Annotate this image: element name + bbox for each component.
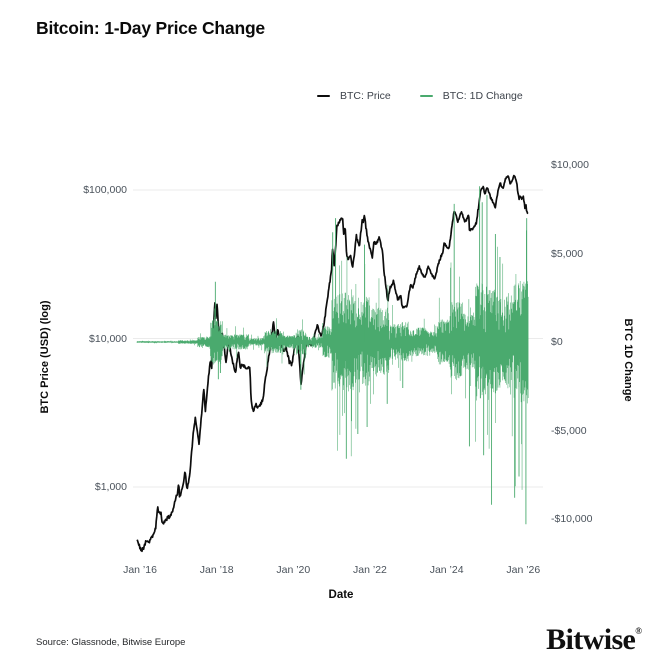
right-axis-tick-label: -$5,000 — [551, 424, 587, 437]
bitwise-logo: Bitwise® — [546, 623, 642, 656]
legend-price-label: BTC: Price — [340, 90, 391, 102]
right-axis-tick-label: $10,000 — [551, 159, 589, 171]
x-axis-title: Date — [328, 589, 354, 601]
btc-1d-change-bars — [136, 230, 529, 490]
change-bar-swatch-icon — [419, 94, 433, 98]
x-axis-tick-label: Jan ’16 — [123, 564, 157, 576]
btc-1d-change-extreme-bars — [214, 186, 528, 525]
x-axis-tick-label: Jan ’20 — [276, 564, 311, 576]
x-axis-tick-label: Jan ’24 — [429, 564, 464, 576]
right-axis-tick-label: $0 — [551, 336, 563, 348]
price-line-swatch-icon — [317, 94, 330, 98]
left-axis-tick-label: $1,000 — [94, 481, 127, 493]
legend-change-label: BTC: 1D Change — [442, 90, 523, 102]
chart-title: Bitcoin: 1-Day Price Change — [36, 18, 265, 38]
x-axis-tick-label: Jan ’26 — [506, 564, 541, 576]
legend-item-price: BTC: Price — [317, 90, 391, 102]
registered-mark: ® — [635, 626, 642, 636]
left-axis-tick-label: $10,000 — [89, 332, 127, 345]
right-axis-tick-label: -$10,000 — [551, 513, 593, 525]
left-axis-tick-label: $100,000 — [83, 184, 127, 196]
x-axis-tick-label: Jan ’22 — [353, 564, 387, 576]
source-note: Source: Glassnode, Bitwise Europe — [36, 637, 186, 648]
right-axis-tick-label: $5,000 — [551, 247, 584, 260]
legend-item-change: BTC: 1D Change — [419, 90, 523, 102]
legend: BTC: Price BTC: 1D Change — [317, 90, 523, 102]
left-axis-title: BTC Price (USD) (log) — [39, 300, 51, 414]
right-axis-title: BTC 1D Change — [622, 318, 634, 402]
x-axis-tick-label: Jan ’18 — [199, 564, 234, 576]
